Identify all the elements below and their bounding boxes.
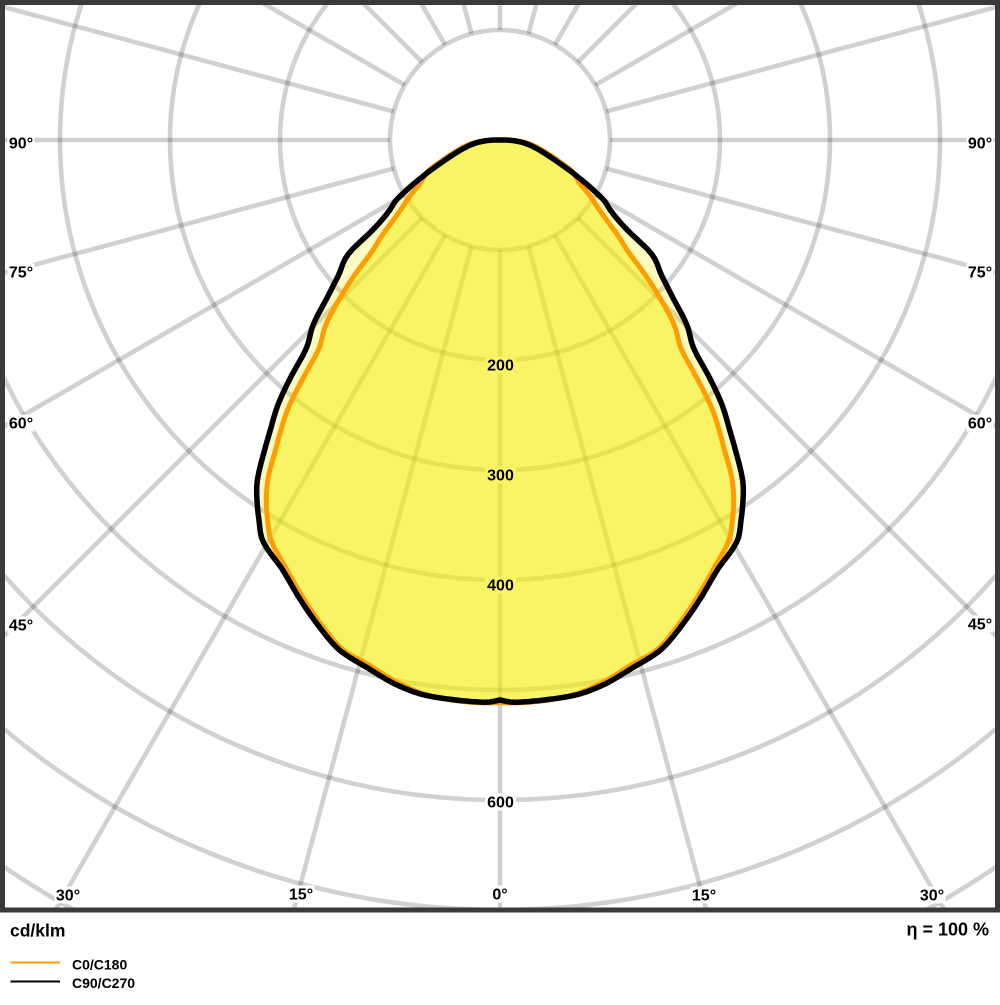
svg-text:75°: 75° (9, 265, 33, 282)
svg-text:C0/C180: C0/C180 (72, 957, 127, 973)
svg-text:90°: 90° (9, 136, 33, 153)
svg-text:0°: 0° (492, 887, 507, 904)
svg-text:90°: 90° (968, 136, 992, 153)
svg-text:15°: 15° (289, 887, 313, 904)
svg-text:45°: 45° (968, 617, 992, 634)
svg-text:30°: 30° (920, 888, 944, 905)
svg-text:75°: 75° (968, 265, 992, 282)
svg-text:45°: 45° (9, 618, 33, 635)
svg-text:C90/C270: C90/C270 (72, 975, 135, 991)
svg-text:600: 600 (487, 795, 514, 812)
svg-text:cd/klm: cd/klm (10, 921, 65, 941)
svg-text:60°: 60° (9, 416, 33, 433)
svg-text:200: 200 (487, 358, 514, 375)
svg-text:400: 400 (487, 578, 514, 595)
svg-text:η = 100 %: η = 100 % (906, 920, 989, 940)
svg-text:300: 300 (487, 468, 514, 485)
svg-text:30°: 30° (56, 888, 80, 905)
svg-text:60°: 60° (968, 416, 992, 433)
svg-text:15°: 15° (692, 888, 716, 905)
